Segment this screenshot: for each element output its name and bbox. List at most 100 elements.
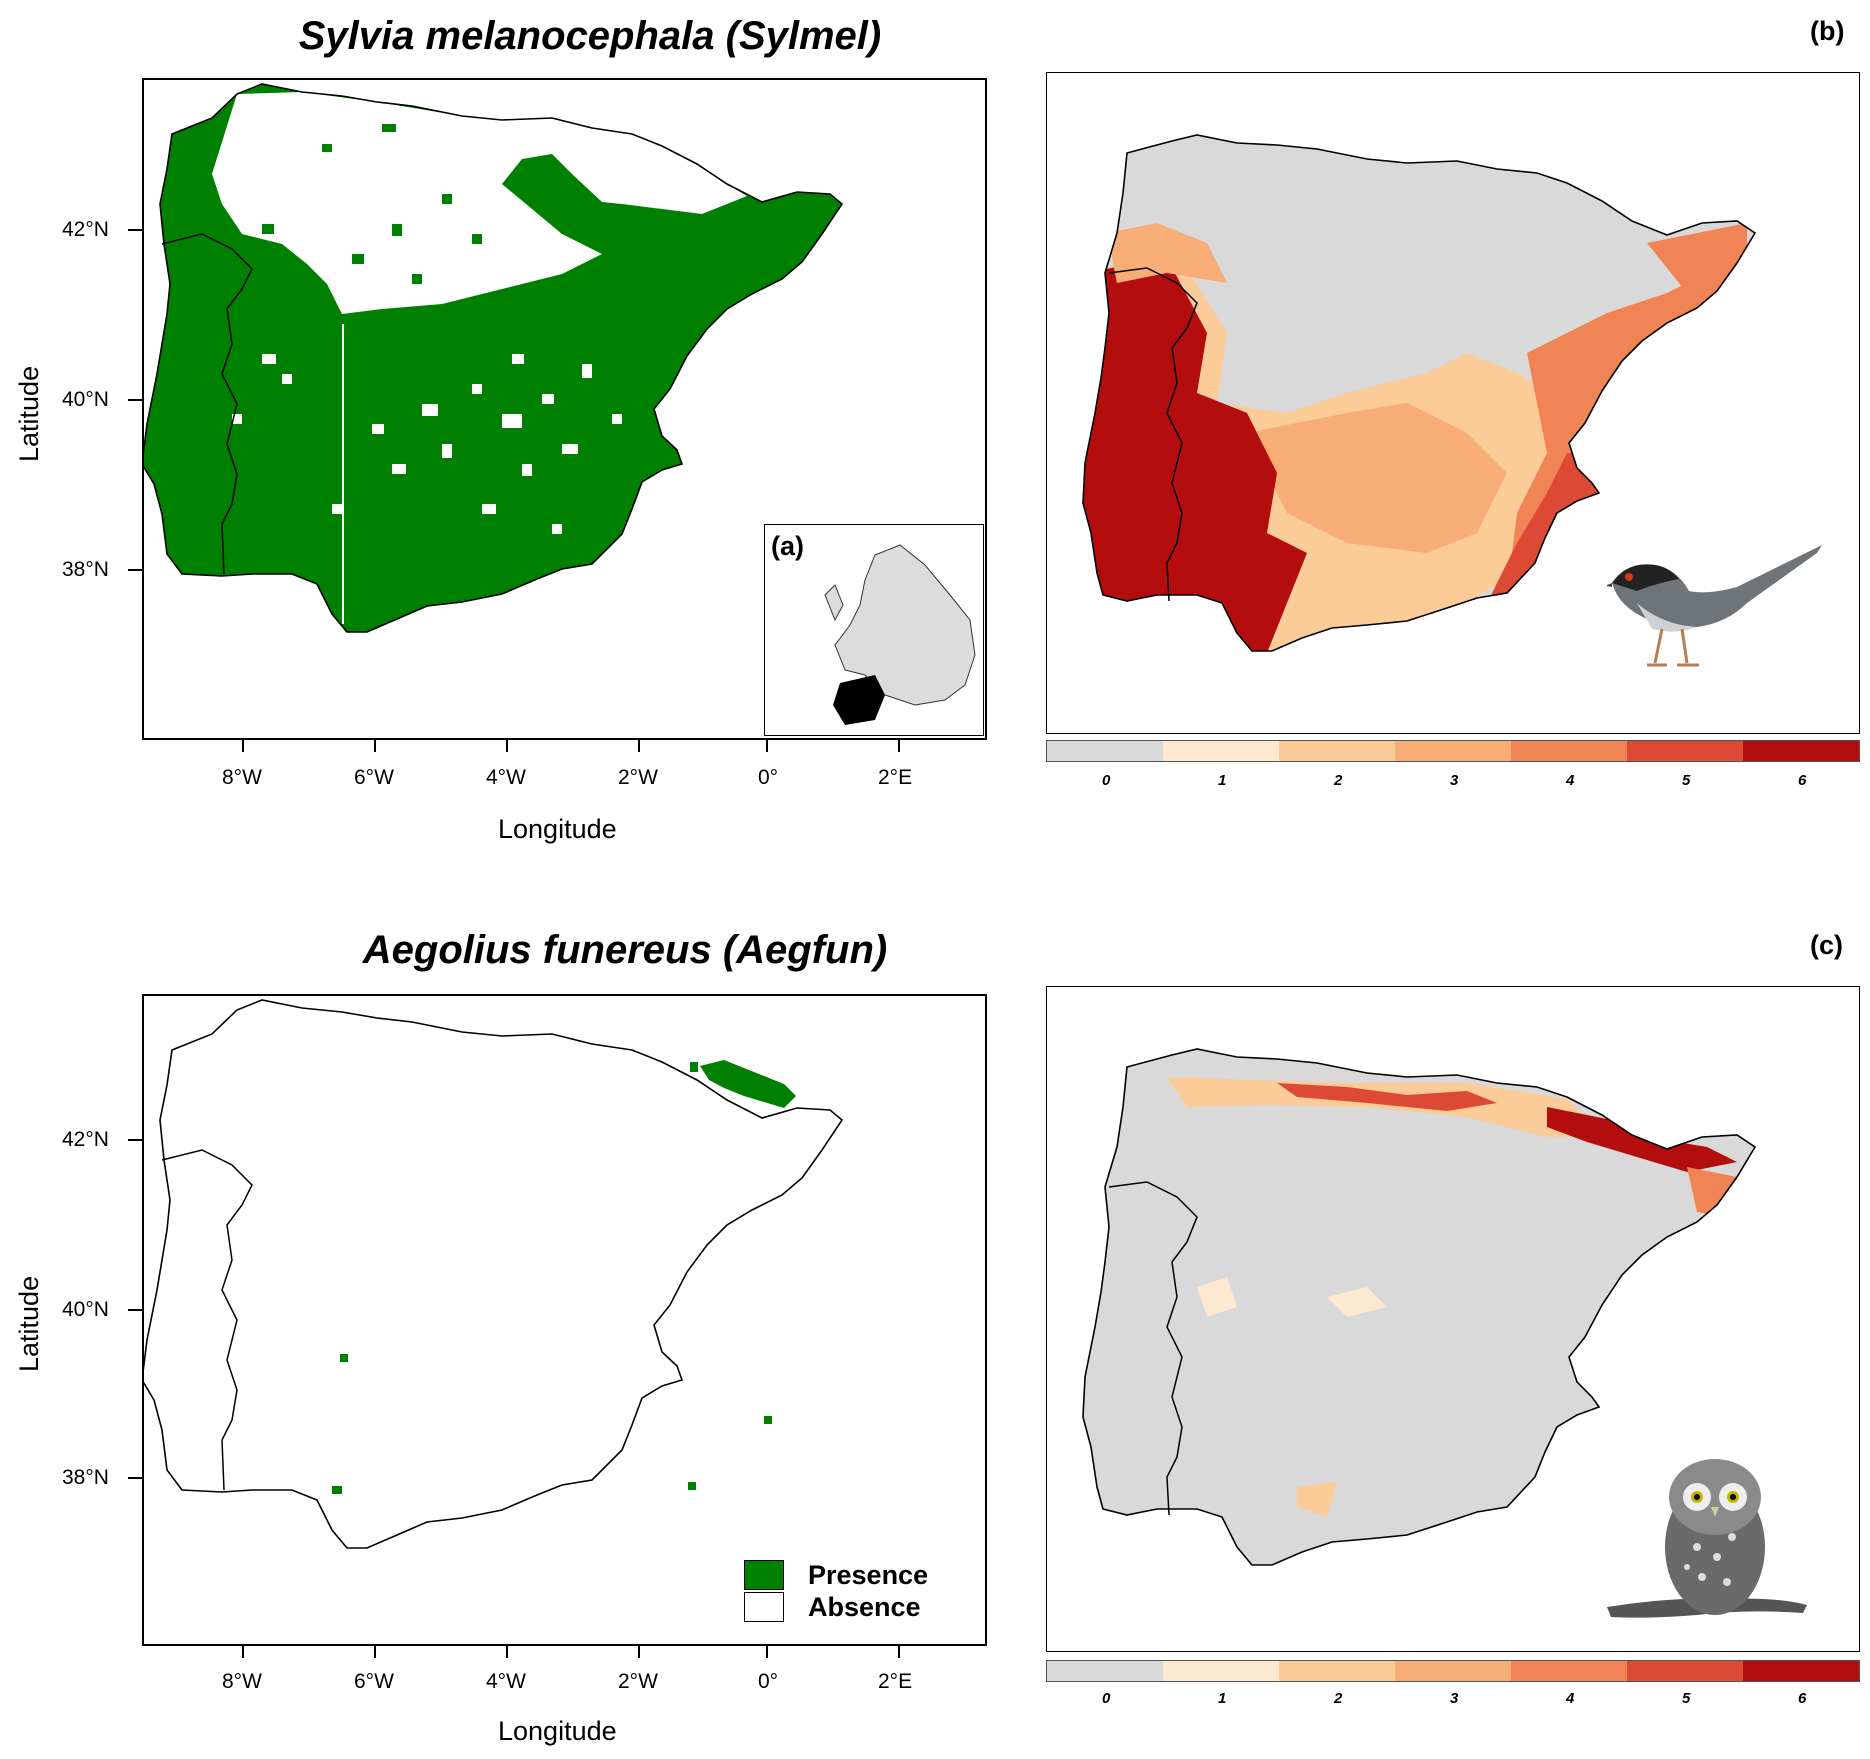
aegfun-heatmap-svg (1082, 1048, 1757, 1566)
xtick-label-8w-bot: 8°W (222, 1670, 262, 1693)
legend-label-presence: Presence (808, 1560, 929, 1590)
cb-top-0 (1047, 741, 1163, 761)
ytick-40-bot (128, 1309, 142, 1311)
xtick-8w-top (242, 740, 244, 752)
ylabel-bot: Latitude (14, 1275, 44, 1372)
xtick-2e-top (898, 740, 900, 752)
xtick-label-0-top: 0° (758, 766, 779, 789)
legend-label-absence: Absence (808, 1592, 921, 1622)
cb-top-label-0: 0 (1102, 772, 1111, 789)
cb-bot-label-0: 0 (1102, 1690, 1111, 1707)
ytick-label-38-bot: 38°N (62, 1466, 109, 1489)
boreal-owl-illustration (1607, 1459, 1807, 1618)
europe-inset: (a) (764, 524, 984, 736)
cb-bot-label-3: 3 (1450, 1690, 1459, 1707)
cb-top-label-2: 2 (1334, 772, 1343, 789)
xtick-label-6w-bot: 6°W (354, 1670, 394, 1693)
sylmel-heatmap (1046, 72, 1860, 734)
xtick-label-2w-top: 2°W (618, 766, 658, 789)
xtick-label-2w-bot: 2°W (618, 1670, 658, 1693)
colorbar-top (1046, 740, 1860, 762)
ytick-42-top (128, 229, 142, 231)
cb-top-label-3: 3 (1450, 772, 1459, 789)
xtick-label-2e-bot: 2°E (878, 1670, 913, 1693)
cb-bot-1 (1163, 1661, 1279, 1681)
cb-top-label-1: 1 (1218, 772, 1227, 789)
ytick-label-42-bot: 42°N (62, 1128, 109, 1151)
xtick-6w-top (374, 740, 376, 752)
cb-bot-3 (1395, 1661, 1511, 1681)
aegfun-heatmap (1046, 986, 1860, 1652)
portugal-border-b (1108, 267, 1198, 602)
absence-cells (232, 324, 622, 624)
xlabel-top: Longitude (498, 814, 617, 844)
xtick-4w-bot (506, 1646, 508, 1658)
cb-top-1 (1163, 741, 1279, 761)
xtick-label-8w-top: 8°W (222, 766, 262, 789)
title-aegfun: Aegolius funereus (Aegfun) (362, 928, 888, 972)
xtick-label-6w-top: 6°W (354, 766, 394, 789)
ytick-38-bot (128, 1477, 142, 1479)
cb-top-3 (1395, 741, 1511, 761)
colorbar-bottom (1046, 1660, 1860, 1682)
xtick-label-4w-top: 4°W (486, 766, 526, 789)
ylabel-top: Latitude (14, 365, 44, 462)
cb-top-5 (1627, 741, 1743, 761)
cb-bot-label-1: 1 (1218, 1690, 1227, 1707)
xtick-0-bot (766, 1646, 768, 1658)
xtick-8w-bot (242, 1646, 244, 1658)
ytick-label-42-top: 42°N (62, 218, 109, 241)
ytick-40-top (128, 399, 142, 401)
ytick-label-40-bot: 40°N (62, 1298, 109, 1321)
cb-bot-label-2: 2 (1334, 1690, 1343, 1707)
cb-top-2 (1279, 741, 1395, 761)
coastline-b (1082, 134, 1757, 652)
coastline-c (144, 999, 844, 1549)
iberia-highlight (833, 675, 885, 725)
cb-top-6 (1743, 741, 1859, 761)
cb-bot-label-6: 6 (1798, 1690, 1807, 1707)
presence-cells-north (182, 124, 482, 284)
ytick-label-40-top: 40°N (62, 388, 109, 411)
aegfun-presence-cells (332, 1060, 796, 1494)
coastline (144, 83, 844, 633)
xtick-6w-bot (374, 1646, 376, 1658)
cb-bot-6 (1743, 1661, 1859, 1681)
cb-top-4 (1511, 741, 1627, 761)
xtick-2w-bot (638, 1646, 640, 1658)
aegfun-presence-svg (144, 999, 844, 1549)
panel-tag-a: (a) (771, 531, 804, 561)
panel-tag-c: (c) (1810, 930, 1843, 960)
sylmel-presence-map: (a) (142, 78, 987, 740)
portugal-border-c2 (1108, 1181, 1198, 1516)
cb-top-label-4: 4 (1566, 772, 1575, 789)
ytick-38-top (128, 569, 142, 571)
portugal-border (161, 233, 253, 575)
xtick-0-top (766, 740, 768, 752)
title-sylmel: Sylvia melanocephala (Sylmel) (298, 14, 882, 58)
europe-inset-svg (824, 544, 976, 725)
ytick-42-bot (128, 1139, 142, 1141)
panel-tag-b: (b) (1810, 16, 1845, 46)
cb-bot-4 (1511, 1661, 1627, 1681)
ytick-label-38-top: 38°N (62, 558, 109, 581)
cb-top-label-6: 6 (1798, 772, 1807, 789)
xtick-2e-bot (898, 1646, 900, 1658)
cb-bot-label-4: 4 (1566, 1690, 1575, 1707)
sardinian-warbler-illustration (1607, 545, 1822, 667)
legend-swatch-absence (744, 1592, 784, 1622)
cb-bot-label-5: 5 (1682, 1690, 1691, 1707)
aegfun-presence-map: Presence Absence (142, 994, 987, 1646)
cb-bot-5 (1627, 1661, 1743, 1681)
iberia-presence-svg (144, 83, 844, 633)
xtick-4w-top (506, 740, 508, 752)
xtick-label-2e-top: 2°E (878, 766, 913, 789)
coastline-c2 (1082, 1048, 1757, 1566)
xlabel-bot: Longitude (498, 1716, 617, 1746)
portugal-border-c (161, 1149, 253, 1491)
cb-bot-0 (1047, 1661, 1163, 1681)
xtick-label-0-bot: 0° (758, 1670, 779, 1693)
cb-top-label-5: 5 (1682, 772, 1691, 789)
xtick-label-4w-bot: 4°W (486, 1670, 526, 1693)
absence-area (212, 92, 747, 314)
